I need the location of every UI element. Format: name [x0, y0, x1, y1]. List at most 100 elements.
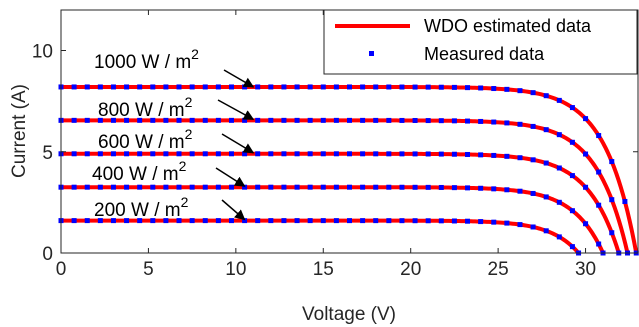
measured-point-3-7 [150, 185, 155, 190]
measured-point-2-24 [373, 151, 378, 156]
measured-point-0-9 [177, 84, 182, 89]
measured-point-3-3 [98, 185, 103, 190]
measured-point-1-15 [255, 118, 260, 123]
measured-point-4-30 [452, 218, 457, 223]
measured-point-0-14 [242, 84, 247, 89]
measured-point-0-40 [583, 116, 588, 121]
measured-point-4-34 [504, 221, 509, 226]
measured-point-0-28 [426, 85, 431, 90]
x-axis-label: Voltage (V) [302, 304, 396, 325]
measured-point-2-13 [229, 151, 234, 156]
measured-point-0-38 [557, 98, 562, 103]
measured-point-0-35 [517, 88, 522, 93]
measured-point-4-26 [399, 218, 404, 223]
measured-point-3-8 [163, 185, 168, 190]
measured-point-2-40 [583, 185, 588, 190]
measured-point-2-41 [596, 203, 601, 208]
x-tick-label-5: 25 [488, 259, 509, 280]
measured-point-3-24 [373, 185, 378, 190]
x-tick-label-6: 30 [575, 259, 596, 280]
measured-point-0-39 [570, 105, 575, 110]
measured-point-0-20 [321, 84, 326, 89]
measured-point-1-17 [281, 118, 286, 123]
measured-point-1-21 [334, 118, 339, 123]
measured-point-1-12 [216, 118, 221, 123]
measured-point-0-17 [281, 84, 286, 89]
measured-point-0-4 [111, 84, 116, 89]
measured-point-4-39 [570, 244, 575, 249]
measured-point-3-12 [216, 185, 221, 190]
x-tick-label-4: 20 [400, 259, 421, 280]
measured-point-1-23 [360, 118, 365, 123]
measured-point-2-29 [439, 152, 444, 157]
measured-point-2-1 [72, 151, 77, 156]
measured-point-0-43 [622, 199, 627, 204]
measured-point-3-16 [268, 185, 273, 190]
measured-point-3-17 [281, 185, 286, 190]
measured-point-3-30 [452, 185, 457, 190]
measured-point-0-22 [347, 84, 352, 89]
measured-point-1-14 [242, 118, 247, 123]
measured-point-4-2 [85, 218, 90, 223]
measured-point-3-40 [583, 221, 588, 226]
y-tick-label-1: 5 [42, 143, 53, 164]
measured-point-0-33 [491, 86, 496, 91]
measured-point-0-3 [98, 84, 103, 89]
measured-point-2-15 [255, 151, 260, 156]
legend-label-estimated: WDO estimated data [424, 16, 592, 36]
measured-point-3-33 [491, 186, 496, 191]
measured-point-3-29 [439, 185, 444, 190]
measured-point-3-36 [531, 191, 536, 196]
measured-point-3-15 [255, 185, 260, 190]
measured-point-1-2 [85, 118, 90, 123]
measured-point-2-22 [347, 151, 352, 156]
measured-point-4-19 [308, 218, 313, 223]
measured-point-1-13 [229, 118, 234, 123]
measured-point-1-33 [491, 120, 496, 125]
measured-point-1-30 [452, 118, 457, 123]
measured-point-4-12 [216, 218, 221, 223]
measured-point-1-19 [308, 118, 313, 123]
measured-point-0-42 [609, 159, 614, 164]
measured-point-2-21 [334, 151, 339, 156]
measured-point-3-28 [426, 185, 431, 190]
measured-point-3-1 [72, 185, 77, 190]
measured-point-0-12 [216, 84, 221, 89]
measured-point-4-32 [478, 219, 483, 224]
measured-point-1-24 [373, 118, 378, 123]
measured-point-3-37 [544, 194, 549, 199]
measured-point-2-17 [281, 151, 286, 156]
measured-point-4-35 [517, 222, 522, 227]
measured-point-2-36 [531, 157, 536, 162]
measured-point-2-16 [268, 151, 273, 156]
legend: WDO estimated data Measured data [324, 10, 637, 74]
measured-point-0-32 [478, 85, 483, 90]
measured-point-2-37 [544, 161, 549, 166]
measured-point-2-25 [386, 151, 391, 156]
measured-point-0-24 [373, 84, 378, 89]
measured-point-4-33 [491, 220, 496, 225]
measured-point-3-39 [570, 208, 575, 213]
measured-point-3-10 [190, 185, 195, 190]
measured-point-2-11 [203, 151, 208, 156]
measured-point-1-10 [190, 118, 195, 123]
measured-point-2-34 [504, 154, 509, 159]
measured-point-1-26 [399, 118, 404, 123]
measured-point-0-30 [452, 85, 457, 90]
measured-point-0-1 [72, 84, 77, 89]
measured-point-0-21 [334, 84, 339, 89]
x-tick-label-0: 0 [56, 259, 67, 280]
measured-point-4-22 [347, 218, 352, 223]
measured-point-2-18 [295, 151, 300, 156]
measured-point-1-11 [203, 118, 208, 123]
measured-point-2-30 [452, 152, 457, 157]
measured-point-3-6 [137, 185, 142, 190]
measured-point-3-34 [504, 187, 509, 192]
measured-point-3-20 [321, 185, 326, 190]
measured-point-3-2 [85, 185, 90, 190]
measured-point-4-15 [255, 218, 260, 223]
measured-point-2-35 [517, 155, 522, 160]
measured-point-3-38 [557, 200, 562, 205]
measured-point-2-27 [413, 151, 418, 156]
